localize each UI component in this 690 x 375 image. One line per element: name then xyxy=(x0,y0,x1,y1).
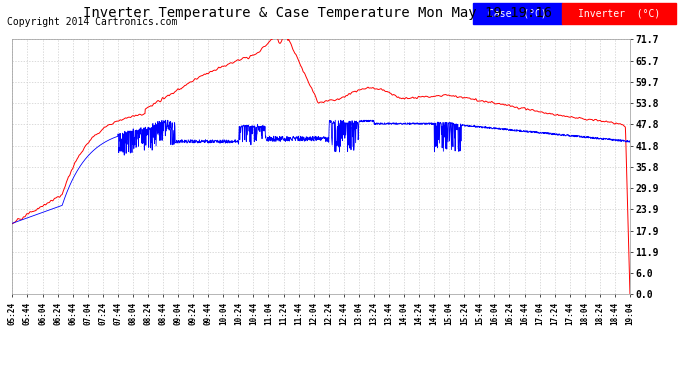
Text: Inverter  (°C): Inverter (°C) xyxy=(578,9,660,18)
Text: Inverter Temperature & Case Temperature Mon May 19 19:16: Inverter Temperature & Case Temperature … xyxy=(83,6,552,20)
Text: Copyright 2014 Cartronics.com: Copyright 2014 Cartronics.com xyxy=(7,17,177,27)
Bar xyxy=(562,3,676,24)
Bar xyxy=(473,3,562,24)
Text: Case  (°C): Case (°C) xyxy=(488,9,546,18)
